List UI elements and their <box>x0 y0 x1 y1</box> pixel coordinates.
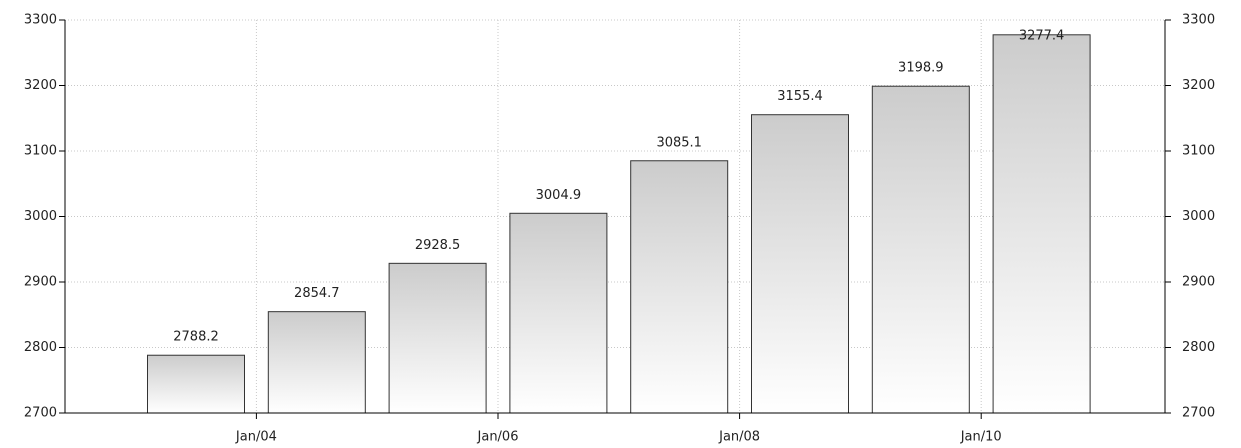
x-tick-label: Jan/08 <box>718 430 760 445</box>
y-tick-label: 2800 <box>24 340 57 355</box>
value-label: 3198.9 <box>898 61 944 76</box>
y2-tick-label: 3100 <box>1182 144 1215 159</box>
bar <box>388 262 487 414</box>
value-label: 2928.5 <box>415 238 461 253</box>
x-tick-label: Jan/06 <box>477 430 519 445</box>
value-label: 2788.2 <box>173 330 219 345</box>
y-tick-label: 3200 <box>24 78 57 93</box>
value-label: 2854.7 <box>294 286 340 301</box>
bar <box>751 114 849 414</box>
y2-tick-label: 2700 <box>1182 406 1215 421</box>
y-tick-label: 3000 <box>24 209 57 224</box>
x-tick-label: Jan/04 <box>235 430 277 445</box>
value-label: 3155.4 <box>777 89 823 104</box>
y2-tick-label: 3000 <box>1182 209 1215 224</box>
value-label: 3085.1 <box>656 135 702 150</box>
y-tick-label: 3300 <box>24 13 57 28</box>
bar <box>992 34 1091 414</box>
x-tick-label: Jan/10 <box>960 430 1002 445</box>
y-tick-label: 3100 <box>24 144 57 159</box>
value-label: 3004.9 <box>536 188 582 203</box>
y2-tick-label: 2900 <box>1182 275 1215 290</box>
y-tick-label: 2900 <box>24 275 57 290</box>
bar <box>267 311 366 414</box>
y2-tick-label: 3300 <box>1182 13 1215 28</box>
y2-tick-label: 2800 <box>1182 340 1215 355</box>
bar <box>630 160 729 414</box>
y-tick-label: 2700 <box>24 406 57 421</box>
value-label: 3277.4 <box>1019 29 1065 44</box>
bar <box>509 212 608 414</box>
y2-tick-label: 3200 <box>1182 78 1215 93</box>
bar <box>871 85 970 414</box>
bar <box>147 354 245 414</box>
